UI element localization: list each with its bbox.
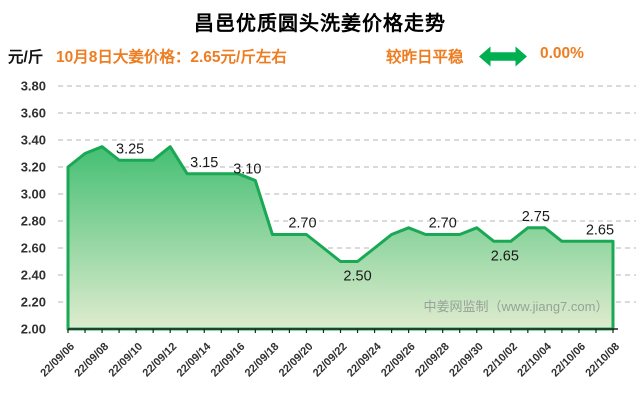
x-axis-date-label: 22/09/14 (175, 340, 214, 379)
data-point-label: 2.70 (429, 216, 457, 232)
data-point-label: 2.50 (343, 269, 371, 285)
price-note: 10月8日大姜价格：2.65元/斤左右 (56, 49, 287, 66)
x-axis-date-label: 22/09/22 (311, 341, 350, 380)
y-axis-tick-label: 3.20 (21, 160, 46, 175)
trend-flat-arrow-icon (479, 46, 527, 67)
y-axis-unit-label: 元/斤 (8, 49, 44, 66)
y-axis-tick-label: 2.00 (21, 322, 46, 337)
x-axis-date-label: 22/10/08 (583, 341, 622, 380)
trend-percent-value: 0.00% (540, 45, 584, 62)
data-point-label: 3.25 (116, 141, 144, 157)
trend-status-text: 较昨日平稳 (386, 49, 464, 66)
x-axis-date-label: 22/09/10 (106, 341, 145, 380)
x-axis-date-label: 22/09/28 (413, 341, 452, 380)
x-axis-date-label: 22/09/08 (72, 341, 111, 380)
data-point-label: 3.15 (190, 155, 218, 171)
watermark-text: 中姜网监制（www.jiang7.com） (424, 299, 609, 314)
y-axis-tick-label: 3.60 (21, 106, 46, 121)
x-axis-date-label: 22/10/04 (515, 340, 554, 379)
data-point-label: 2.75 (522, 209, 550, 225)
x-axis-date-label: 22/09/30 (447, 341, 486, 380)
x-axis-date-label: 22/10/06 (549, 341, 588, 380)
x-axis-date-label: 22/09/26 (379, 341, 418, 380)
x-axis-date-label: 22/09/12 (141, 341, 180, 380)
x-axis-date-label: 22/09/24 (345, 340, 384, 379)
x-axis-date-label: 22/09/06 (38, 341, 77, 380)
page-title: 昌邑优质圆头洗姜价格走势 (194, 13, 446, 35)
data-point-label: 3.10 (233, 162, 261, 178)
double-headed-horizontal-arrow-icon (479, 46, 527, 67)
data-point-label: 2.70 (288, 216, 316, 232)
y-axis-tick-label: 2.80 (21, 214, 46, 229)
data-point-label: 2.65 (491, 248, 519, 264)
x-axis-date-label: 22/09/20 (277, 341, 316, 380)
y-axis-tick-label: 3.80 (21, 79, 46, 94)
y-axis-tick-label: 2.40 (21, 268, 46, 283)
x-axis-date-label: 22/09/16 (209, 341, 248, 380)
x-axis-date-label: 22/09/18 (243, 341, 282, 380)
data-point-label: 2.65 (586, 222, 614, 238)
price-area-series (66, 145, 615, 331)
y-axis-tick-label: 2.60 (21, 241, 46, 256)
x-axis-date-label: 22/10/02 (481, 341, 520, 380)
y-axis-tick-label: 3.40 (21, 133, 46, 148)
y-axis-tick-label: 3.00 (21, 187, 46, 202)
y-axis-tick-label: 2.20 (21, 295, 46, 310)
